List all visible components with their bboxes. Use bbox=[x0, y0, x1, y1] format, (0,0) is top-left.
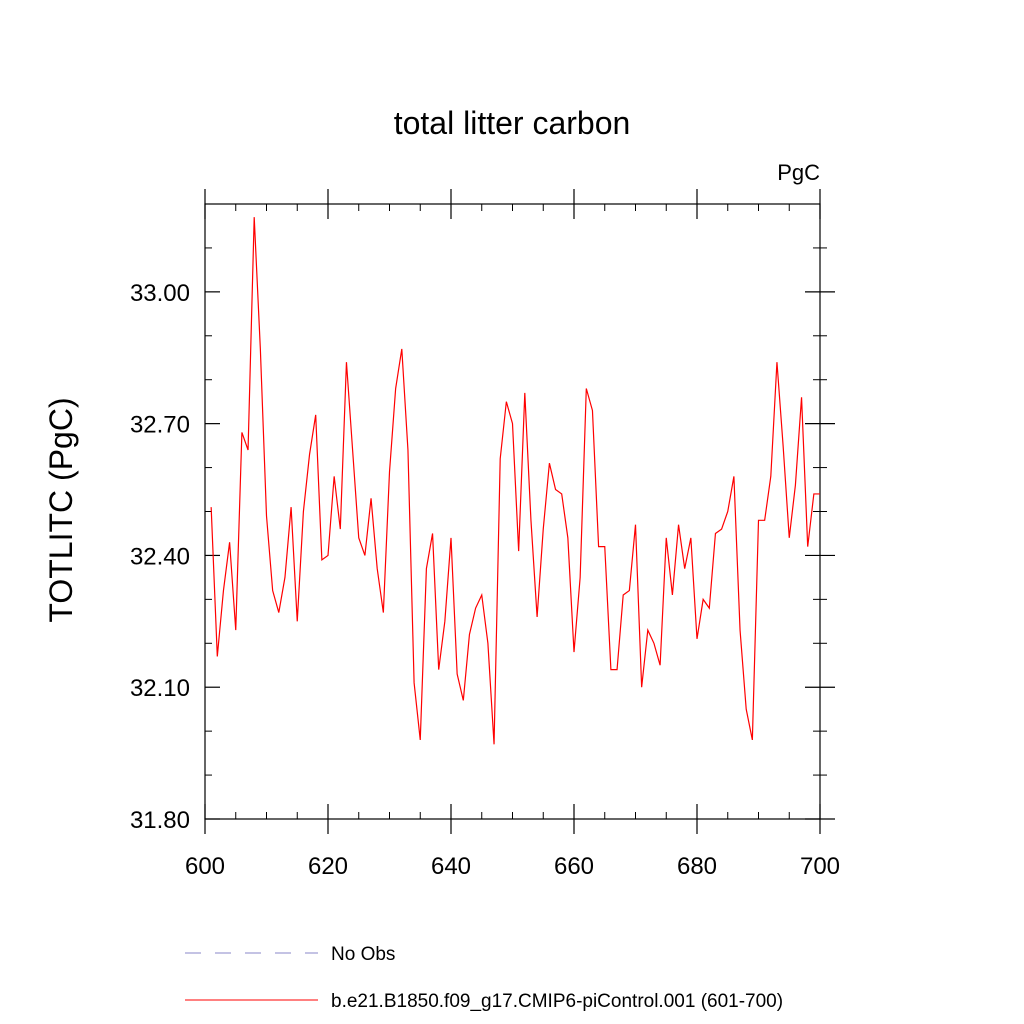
series-layer bbox=[210, 217, 820, 745]
x-tick-label: 680 bbox=[677, 853, 717, 880]
legend: No Obs b.e21.B1850.f09_g17.CMIP6-piContro… bbox=[185, 944, 783, 1012]
y-axis-label: TOTLITC (PgC) bbox=[43, 397, 79, 622]
y-tick-label: 33.00 bbox=[130, 280, 190, 307]
minor-ticks bbox=[205, 204, 827, 819]
y-tick-label: 31.80 bbox=[130, 807, 190, 834]
series-line-1 bbox=[210, 217, 820, 745]
x-axis-ticks: 600 620 640 660 680 700 bbox=[185, 189, 840, 880]
legend-label-1: b.e21.B1850.f09_g17.CMIP6-piControl.001 … bbox=[331, 991, 783, 1012]
x-tick-label: 700 bbox=[800, 853, 840, 880]
x-tick-label: 640 bbox=[431, 853, 471, 880]
y-tick-label: 32.70 bbox=[130, 412, 190, 439]
x-tick-label: 620 bbox=[308, 853, 348, 880]
y-axis-ticks: 31.80 32.10 32.40 32.70 33.00 bbox=[130, 280, 835, 834]
legend-label-0: No Obs bbox=[331, 944, 395, 965]
chart-title: total litter carbon bbox=[394, 105, 631, 141]
y-tick-label: 32.40 bbox=[130, 543, 190, 570]
x-tick-label: 660 bbox=[554, 853, 594, 880]
x-tick-label: 600 bbox=[185, 853, 225, 880]
y-tick-label: 32.10 bbox=[130, 675, 190, 702]
plot-frame bbox=[204, 203, 821, 820]
units-label: PgC bbox=[777, 160, 820, 185]
